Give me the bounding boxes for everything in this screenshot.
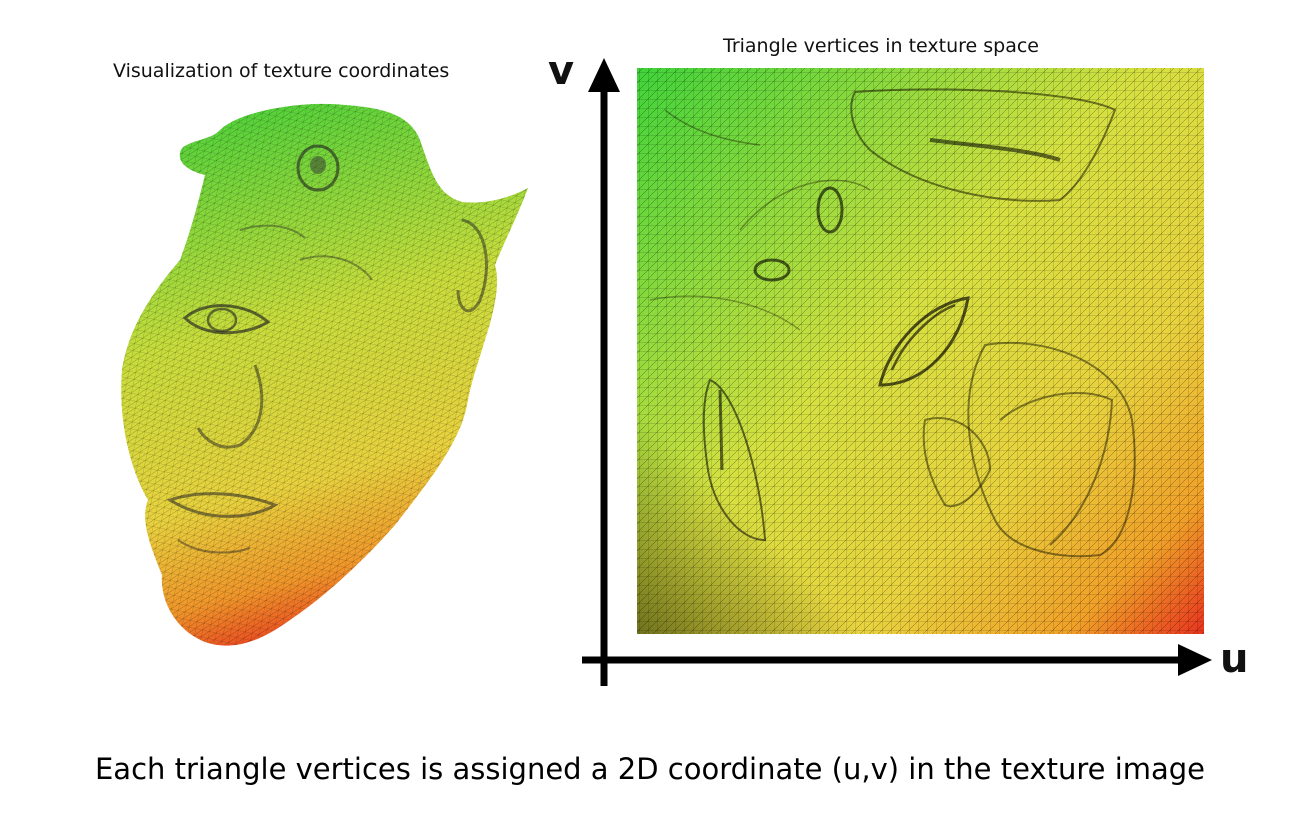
v-axis-arrowhead	[588, 58, 620, 92]
left-panel-title: Visualization of texture coordinates	[113, 60, 449, 82]
head-mesh-image	[121, 104, 528, 646]
v-axis-label: v	[548, 48, 574, 94]
uv-mesh-image	[637, 68, 1204, 634]
u-axis	[582, 644, 1212, 676]
v-axis	[588, 58, 620, 686]
caption: Each triangle vertices is assigned a 2D …	[0, 752, 1300, 786]
u-axis-arrowhead	[1178, 644, 1212, 676]
right-panel-title: Triangle vertices in texture space	[723, 35, 1039, 57]
u-axis-label: u	[1220, 636, 1248, 682]
